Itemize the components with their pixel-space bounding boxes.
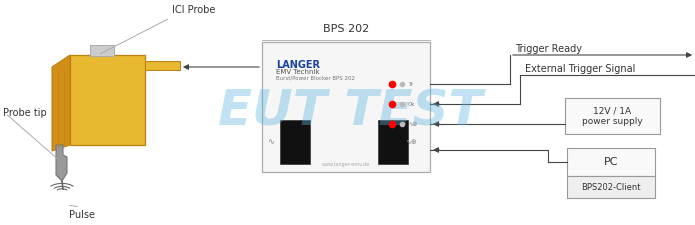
Text: External Trigger Signal: External Trigger Signal	[525, 64, 635, 74]
Text: LANGER: LANGER	[276, 60, 320, 70]
Text: www.langer-emv.de: www.langer-emv.de	[322, 162, 370, 167]
Bar	[567, 176, 655, 198]
Text: PC: PC	[604, 157, 619, 167]
Text: Probe tip: Probe tip	[3, 108, 47, 118]
Bar	[90, 45, 114, 56]
Bar	[565, 98, 660, 134]
Text: 12V / 1A
power supply: 12V / 1A power supply	[582, 106, 643, 126]
Text: Tr: Tr	[408, 81, 413, 86]
Text: Burst/Power Blocker BPS 202: Burst/Power Blocker BPS 202	[276, 76, 355, 81]
Bar	[70, 55, 145, 145]
Bar	[567, 148, 655, 176]
Bar	[145, 61, 180, 70]
Text: EMV Technik: EMV Technik	[276, 69, 320, 75]
Text: ICI Probe: ICI Probe	[172, 5, 215, 15]
Text: Trigger Ready: Trigger Ready	[515, 44, 582, 54]
Bar	[378, 120, 408, 164]
Polygon shape	[56, 145, 67, 181]
Text: BPS 202: BPS 202	[323, 24, 369, 34]
Text: Pulse: Pulse	[69, 210, 95, 220]
Bar	[262, 42, 430, 172]
Text: ∿⊕: ∿⊕	[408, 122, 417, 126]
Bar	[280, 120, 310, 164]
Polygon shape	[52, 55, 70, 151]
Text: ∿: ∿	[267, 137, 274, 146]
Text: Ok: Ok	[408, 101, 416, 106]
Text: BPS202-Client: BPS202-Client	[581, 182, 641, 191]
Text: ∿⊕: ∿⊕	[405, 139, 417, 145]
Text: EUT TEST: EUT TEST	[218, 88, 482, 136]
